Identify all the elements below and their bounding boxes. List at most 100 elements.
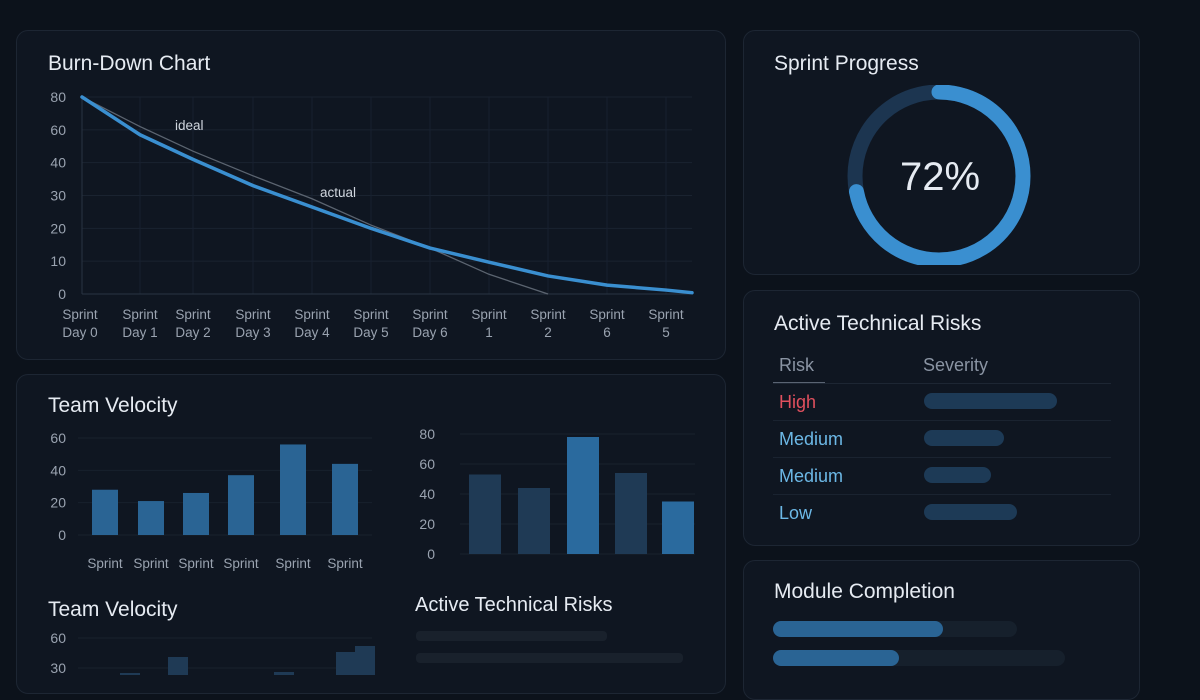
y-tick-label: 60: [50, 122, 66, 138]
risk-row: [773, 421, 1111, 458]
secondary-bar-chart: 80 60 40 20 0: [419, 426, 695, 562]
bar: [92, 489, 118, 535]
y-tick-label: 40: [50, 155, 66, 171]
bar: [615, 473, 647, 554]
x-tick-label: Sprint: [62, 307, 98, 322]
x-tick-label: Day 3: [235, 325, 270, 340]
x-tick-label: Day 4: [294, 325, 330, 340]
risks-card: [743, 290, 1140, 546]
placeholder-bar: [416, 653, 683, 663]
bar: [168, 657, 188, 675]
bar: [336, 652, 356, 675]
y-tick-label: 80: [419, 426, 435, 442]
bar: [662, 501, 694, 554]
y-tick-label: 20: [419, 516, 435, 532]
risk-level: Medium: [779, 429, 844, 449]
header-underline: [773, 382, 825, 383]
column-header-risk: Risk: [779, 355, 814, 375]
bar: [332, 463, 358, 535]
progress-value: 72%: [899, 155, 981, 199]
x-tick-label: Sprint: [178, 556, 214, 571]
risk-level: Low: [779, 503, 813, 523]
header-divider: [773, 383, 1111, 384]
y-tick-label: 0: [58, 286, 66, 302]
bar: [355, 646, 375, 675]
burndown-title: Burn-Down Chart: [48, 52, 211, 75]
x-tick-label: Day 1: [122, 325, 157, 340]
module-bar-fill: [773, 621, 943, 637]
progress-donut: [847, 85, 1031, 265]
bar: [274, 672, 294, 675]
y-tick-label: 0: [58, 527, 66, 543]
x-tick-label: Day 2: [175, 325, 210, 340]
bar: [567, 437, 599, 554]
y-tick-label: 60: [50, 430, 66, 446]
module-bar-track: [773, 650, 1065, 666]
bar: [469, 474, 501, 554]
bar: [183, 492, 209, 535]
x-tick-label: Day 5: [353, 325, 388, 340]
risk-level: High: [779, 392, 817, 412]
x-tick-label: Sprint: [235, 307, 271, 322]
velocity-chart: 60 40 20 0 Sprint Sprint Sprint Sprint Sprint Spr…: [50, 430, 372, 571]
bar: [120, 673, 140, 675]
x-tick-label: Sprint: [122, 307, 158, 322]
x-tick-label: Sprint: [87, 556, 123, 571]
risks-title: Active Technical Risks: [774, 312, 982, 335]
risk-level: Medium: [779, 466, 844, 486]
x-tick-label: Sprint: [327, 556, 363, 571]
x-tick-label: 5: [662, 325, 670, 340]
x-tick-label: Sprint: [353, 307, 389, 322]
placeholder-bar: [416, 631, 607, 641]
y-tick-label: 40: [419, 486, 435, 502]
x-tick-label: Sprint: [648, 307, 684, 322]
risks-subtitle: Active Technical Risks: [415, 594, 613, 616]
x-tick-label: 1: [485, 325, 493, 340]
velocity-chart-2: 60 30: [50, 630, 375, 675]
module-bar-fill: [773, 650, 899, 666]
y-tick-label: 60: [50, 630, 66, 646]
x-tick-label: 2: [544, 325, 552, 340]
bar: [518, 488, 550, 554]
x-tick-label: Sprint: [294, 307, 330, 322]
ideal-line: [81, 96, 549, 295]
y-tick-label: 0: [427, 546, 435, 562]
bar: [280, 444, 306, 535]
y-tick-label: 60: [419, 456, 435, 472]
x-tick-label: Sprint: [175, 307, 211, 322]
severity-bar: [924, 467, 991, 483]
x-tick-label: 6: [603, 325, 611, 340]
x-tick-label: Sprint: [133, 556, 169, 571]
risk-row: [773, 458, 1111, 495]
y-tick-label: 10: [50, 253, 66, 269]
x-tick-label: Sprint: [589, 307, 625, 322]
x-tick-label: Sprint: [530, 307, 566, 322]
sprint-progress-title: Sprint Progress: [774, 52, 919, 75]
severity-bar: [924, 504, 1017, 520]
burndown-chart: 80 60 40 30 20 10 0 Sprint Day 0 Sprint Day 1 Sprin…: [50, 89, 694, 340]
y-tick-label: 80: [50, 89, 66, 105]
risk-row: [773, 384, 1111, 421]
ideal-label: ideal: [175, 118, 204, 133]
column-header-severity: Severity: [923, 355, 989, 375]
sprint-progress-card: [743, 30, 1140, 275]
actual-label: actual: [320, 185, 356, 200]
y-tick-label: 30: [50, 660, 66, 675]
y-tick-label: 20: [50, 495, 66, 511]
progress-arc: [847, 85, 1031, 265]
severity-bar: [924, 393, 1057, 409]
y-tick-label: 30: [50, 188, 66, 204]
y-tick-label: 20: [50, 220, 66, 236]
velocity-title-2: Team Velocity: [48, 598, 178, 621]
bar: [228, 475, 254, 535]
x-tick-label: Sprint: [223, 556, 259, 571]
x-tick-label: Day 6: [412, 325, 447, 340]
module-bar-track: [773, 621, 1017, 637]
bar: [138, 501, 164, 535]
module-completion-title: Module Completion: [774, 580, 955, 603]
velocity-card: [16, 374, 726, 694]
x-tick-label: Sprint: [412, 307, 448, 322]
x-tick-label: Sprint: [275, 556, 311, 571]
severity-bar: [924, 430, 1004, 446]
y-tick-label: 40: [50, 462, 66, 478]
